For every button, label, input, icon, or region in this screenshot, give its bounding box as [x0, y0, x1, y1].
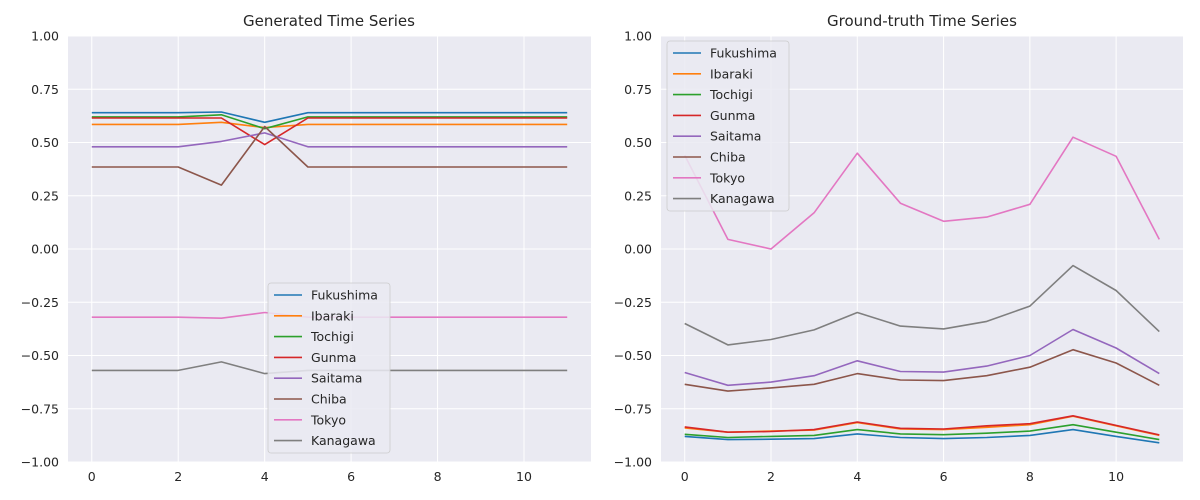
x-tick-label: 6 — [347, 469, 355, 484]
y-tick-label: 1.00 — [624, 29, 652, 44]
y-tick-label: 0.25 — [31, 188, 59, 203]
y-tick-label: −0.50 — [21, 348, 59, 363]
legend-label: Gunma — [311, 350, 356, 365]
legend: Fukushima Ibaraki Tochigi Gunma Saitama Chiba… — [666, 40, 790, 212]
x-tick-label: 0 — [681, 469, 689, 484]
legend-label: Tochigi — [310, 329, 354, 344]
x-tick-label: 10 — [1108, 469, 1124, 484]
legend-box — [267, 282, 391, 454]
y-tick-label: −1.00 — [614, 455, 652, 470]
series-line-gunma — [91, 117, 568, 146]
y-tick-label: 0.25 — [624, 188, 652, 203]
x-tick-label: 8 — [1026, 469, 1034, 484]
legend-label: Saitama — [311, 371, 362, 386]
y-tick-label: 0.50 — [31, 135, 59, 150]
x-tick-label: 4 — [853, 469, 861, 484]
x-tick-label: 4 — [261, 469, 269, 484]
series-line-ibaraki — [91, 121, 568, 129]
y-tick-label: −0.25 — [614, 295, 652, 310]
generated-time-series-panel: Generated Time Series −1.00 −0.75 −0.50 −0.… — [21, 12, 591, 484]
x-tick-label: 2 — [767, 469, 775, 484]
y-tick-label: 0.75 — [31, 82, 59, 97]
y-tick-label: 0.00 — [624, 242, 652, 257]
y-tick-label: −0.75 — [614, 401, 652, 416]
legend-label: Fukushima — [710, 46, 777, 61]
x-tick-label: 8 — [434, 469, 442, 484]
series-line-tochigi — [684, 423, 1160, 441]
series-line-fukushima — [91, 111, 568, 124]
y-tick-label: −1.00 — [21, 455, 59, 470]
y-tick-label: −0.75 — [21, 401, 59, 416]
series-line-tochigi — [91, 114, 568, 130]
y-tick-label: 0.00 — [31, 242, 59, 257]
legend-label: Ibaraki — [311, 308, 354, 323]
legend: Fukushima Ibaraki Tochigi Gunma Saitama Chiba… — [267, 282, 391, 454]
legend-label: Chiba — [710, 150, 746, 165]
legend-label: Gunma — [710, 108, 755, 123]
series-line-saitama — [684, 328, 1160, 387]
legend-label: Tokyo — [310, 412, 346, 427]
legend-label: Kanagawa — [710, 191, 775, 206]
legend-label: Ibaraki — [710, 66, 753, 81]
series-line-tokyo — [683, 136, 1161, 250]
x-tick-label: 0 — [88, 469, 96, 484]
y-tick-label: 0.50 — [624, 135, 652, 150]
legend-label: Saitama — [710, 129, 761, 144]
legend-label: Chiba — [311, 392, 347, 407]
chart-title: Generated Time Series — [243, 12, 415, 30]
series-line-saitama — [91, 132, 568, 148]
y-tick-label: −0.50 — [614, 348, 652, 363]
y-tick-label: 1.00 — [31, 29, 59, 44]
legend-label: Tokyo — [709, 170, 745, 185]
x-tick-label: 10 — [516, 469, 532, 484]
series-line-fukushima — [684, 428, 1160, 444]
x-tick-label: 2 — [174, 469, 182, 484]
legend-box — [666, 40, 790, 212]
ground-truth-time-series-panel: Ground-truth Time Series −1.00 −0.75 −0.50… — [614, 12, 1183, 484]
legend-label: Fukushima — [311, 288, 378, 303]
chart-title: Ground-truth Time Series — [827, 12, 1017, 30]
series-line-gunma — [684, 414, 1160, 436]
y-tick-label: −0.25 — [21, 295, 59, 310]
y-tick-label: 0.75 — [624, 82, 652, 97]
legend-label: Kanagawa — [311, 433, 376, 448]
series-line-chiba — [91, 125, 568, 186]
series-line-kanagawa — [684, 264, 1160, 346]
legend-label: Tochigi — [709, 87, 753, 102]
series-line-chiba — [684, 348, 1160, 392]
x-tick-label: 6 — [940, 469, 948, 484]
